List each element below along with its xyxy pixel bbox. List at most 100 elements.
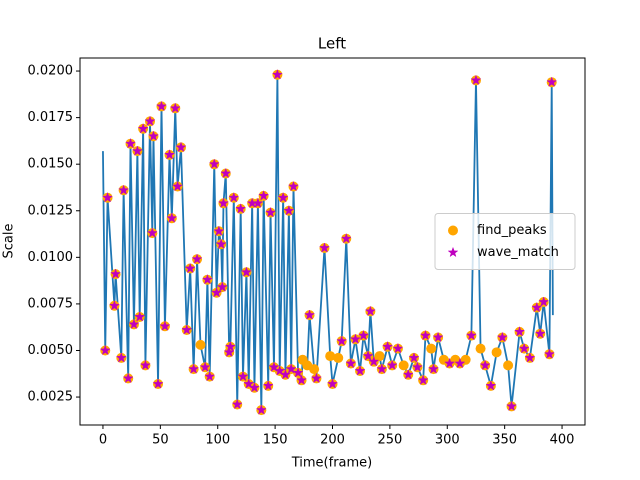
y-tick-label: 0.0100 (28, 250, 74, 265)
star-point (364, 305, 376, 317)
star-point (152, 378, 164, 389)
star-point (172, 180, 184, 192)
star-point (215, 238, 227, 249)
star-point (336, 335, 348, 346)
star-point (184, 262, 196, 274)
star-point (252, 197, 264, 208)
point (475, 343, 486, 354)
x-tick-label: 100 (205, 433, 230, 448)
star-point (362, 350, 374, 361)
star-point (470, 74, 482, 86)
star-point (546, 76, 558, 87)
x-axis-label: Time(frame) (291, 456, 373, 471)
y-tick-label: 0.0025 (28, 390, 74, 405)
star-point (208, 158, 220, 169)
star-point (304, 309, 316, 320)
star-point (349, 333, 361, 344)
star-point (454, 357, 466, 369)
star-point (358, 329, 369, 341)
y-axis-label: Scale (2, 224, 17, 259)
star-point (265, 206, 277, 218)
star-point (99, 344, 111, 356)
star-point (223, 346, 235, 358)
star-point (534, 327, 546, 339)
star-point (191, 253, 203, 264)
point (398, 360, 409, 371)
star-point (110, 268, 122, 279)
star-point (237, 370, 249, 382)
star-point (287, 180, 299, 192)
star-point (164, 149, 176, 160)
star-point (277, 191, 289, 203)
star-point (279, 368, 291, 380)
star-point (235, 203, 247, 214)
star-point (340, 232, 352, 244)
star-point (432, 331, 444, 343)
star-point (156, 100, 167, 112)
star-point (134, 311, 146, 322)
star-point (392, 342, 404, 354)
star-point (159, 320, 171, 331)
x-tick-label: 350 (492, 433, 517, 448)
star-point (382, 340, 394, 352)
point (374, 351, 385, 362)
y-tick-label: 0.0200 (28, 64, 74, 79)
star-point (240, 266, 252, 277)
star-point (102, 191, 114, 203)
star-point (485, 380, 497, 391)
star-point (283, 204, 295, 216)
star-point (268, 361, 280, 372)
star-point (465, 329, 477, 341)
star-point (296, 374, 307, 385)
star-point (428, 363, 439, 374)
star-point (122, 372, 134, 384)
star-point (543, 348, 555, 359)
star-point (243, 378, 255, 389)
star-point (274, 365, 286, 376)
legend-marker (447, 246, 459, 258)
chart-title: Left (318, 35, 346, 53)
plot-area (99, 69, 558, 416)
point (309, 364, 320, 375)
star-point (538, 296, 550, 307)
star-point (125, 137, 136, 149)
legend-box (434, 213, 576, 270)
x-tick-label: 400 (550, 433, 575, 448)
star-point (262, 380, 274, 391)
star-point (417, 374, 429, 385)
star-point (248, 381, 260, 393)
star-point (118, 184, 130, 195)
star-point (181, 324, 193, 335)
x-tick-label: 250 (377, 433, 402, 448)
x-tick-label: 300 (435, 433, 460, 448)
star-point (419, 329, 431, 341)
star-point (258, 190, 270, 201)
star-point (169, 102, 181, 113)
star-point (146, 227, 158, 238)
y-tick-label: 0.0175 (28, 110, 74, 125)
star-point (231, 398, 243, 410)
star-point (213, 225, 225, 236)
star-point (271, 69, 283, 80)
star-point (408, 352, 420, 363)
star-point (115, 352, 127, 363)
star-point (211, 286, 223, 298)
star-point (128, 318, 140, 330)
star-point (188, 363, 200, 374)
legend-label: wave_match (477, 245, 559, 260)
star-point (386, 359, 398, 371)
star-point (496, 331, 508, 343)
star-point (479, 359, 491, 371)
star-point (201, 273, 213, 285)
star-point (518, 342, 530, 354)
legend-label: find_peaks (477, 223, 547, 238)
x-tick-label: 50 (152, 433, 169, 448)
star-point (228, 191, 240, 203)
y-tick-label: 0.0125 (28, 203, 74, 218)
y-tick-label: 0.0075 (28, 296, 74, 311)
star-point (514, 326, 526, 337)
star-point (327, 378, 338, 389)
star-point (292, 367, 304, 378)
point (333, 352, 344, 363)
legend-marker (448, 225, 458, 236)
